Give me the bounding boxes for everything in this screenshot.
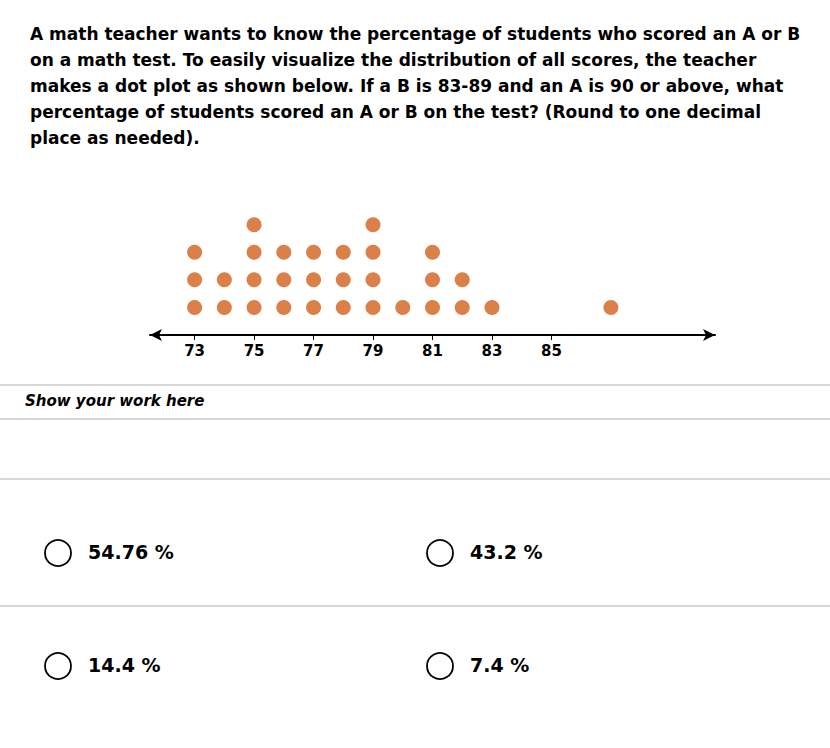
svg-text:7.4 %: 7.4 % xyxy=(470,654,529,676)
svg-text:percentage of students scored: percentage of students scored an A or B … xyxy=(30,102,767,122)
svg-text:43.2 %: 43.2 % xyxy=(470,541,543,563)
svg-text:on a math test. To easily visu: on a math test. To easily visualize the … xyxy=(30,50,762,70)
svg-text:79: 79 xyxy=(363,342,384,360)
svg-text:14.4 %: 14.4 % xyxy=(88,654,161,676)
svg-text:75: 75 xyxy=(244,342,265,360)
svg-text:54.76 %: 54.76 % xyxy=(88,541,174,563)
svg-text:Show your work here: Show your work here xyxy=(25,392,204,410)
svg-text:makes a dot plot as shown belo: makes a dot plot as shown below. If a B … xyxy=(30,76,789,96)
svg-text:place as needed).: place as needed). xyxy=(30,128,200,148)
svg-text:83: 83 xyxy=(482,342,503,360)
svg-text:85: 85 xyxy=(541,342,562,360)
svg-text:77: 77 xyxy=(303,342,324,360)
svg-text:A math teacher wants to know t: A math teacher wants to know the percent… xyxy=(30,24,806,44)
svg-text:81: 81 xyxy=(422,342,443,360)
svg-text:73: 73 xyxy=(184,342,205,360)
